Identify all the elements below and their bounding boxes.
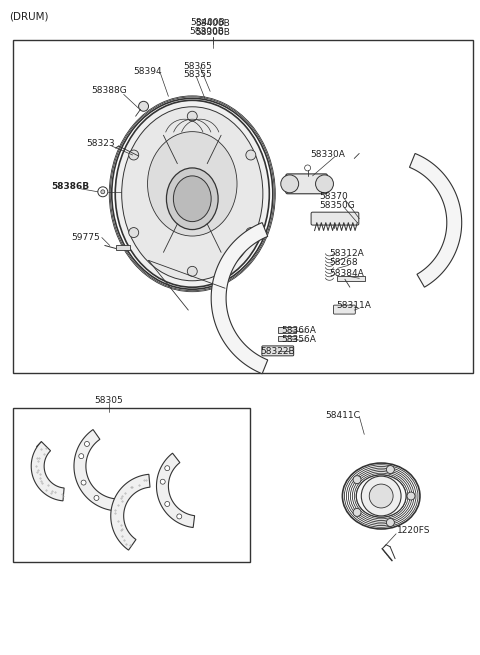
Bar [13, 40, 473, 373]
Ellipse shape [173, 176, 211, 221]
Circle shape [94, 495, 99, 500]
Circle shape [353, 508, 361, 516]
Text: 58268: 58268 [329, 259, 358, 267]
Circle shape [386, 519, 395, 527]
Polygon shape [156, 453, 194, 527]
Text: 58356A: 58356A [282, 335, 317, 344]
Circle shape [101, 190, 105, 194]
Text: 58411C: 58411C [325, 411, 360, 419]
Circle shape [81, 480, 86, 485]
Text: 58384A: 58384A [329, 269, 364, 278]
Ellipse shape [115, 100, 269, 288]
Circle shape [386, 466, 395, 474]
Circle shape [246, 150, 256, 160]
FancyBboxPatch shape [334, 305, 355, 314]
Text: 58394: 58394 [133, 67, 162, 75]
Text: 58305: 58305 [95, 396, 123, 405]
Circle shape [281, 175, 299, 193]
Text: 58312A: 58312A [329, 250, 364, 259]
Text: 58300B: 58300B [190, 27, 225, 36]
Text: 58323: 58323 [86, 139, 115, 148]
Circle shape [165, 502, 170, 506]
Circle shape [187, 111, 197, 121]
Ellipse shape [167, 168, 218, 229]
Text: 58400B: 58400B [190, 18, 225, 27]
Text: 58386B: 58386B [51, 182, 89, 191]
Bar [116, 246, 130, 250]
Circle shape [369, 484, 393, 508]
Circle shape [139, 102, 148, 111]
Text: 58322B: 58322B [260, 347, 295, 356]
Circle shape [98, 187, 108, 196]
Bar [13, 407, 250, 561]
Text: 59775: 59775 [71, 233, 100, 242]
Circle shape [79, 454, 84, 458]
Text: 58311A: 58311A [336, 301, 372, 310]
Polygon shape [211, 223, 268, 374]
Circle shape [361, 476, 401, 516]
Circle shape [407, 492, 415, 500]
Circle shape [165, 466, 170, 471]
Ellipse shape [147, 132, 237, 236]
Text: (DRUM): (DRUM) [9, 12, 49, 22]
Circle shape [129, 227, 139, 238]
Polygon shape [111, 474, 150, 550]
Bar [278, 327, 296, 333]
FancyBboxPatch shape [286, 174, 327, 194]
FancyBboxPatch shape [262, 346, 294, 356]
Circle shape [129, 150, 139, 160]
Polygon shape [74, 430, 116, 511]
Text: 58350G: 58350G [320, 200, 355, 210]
Text: 1220FS: 1220FS [397, 526, 431, 535]
Text: 58366A: 58366A [282, 326, 317, 335]
Text: 58365: 58365 [183, 62, 212, 71]
Text: 58400B: 58400B [196, 19, 230, 28]
Bar [337, 276, 365, 281]
Text: 58388G: 58388G [91, 86, 127, 96]
Text: 58370: 58370 [320, 192, 348, 201]
Circle shape [353, 476, 361, 483]
Text: 58330A: 58330A [311, 150, 346, 159]
Polygon shape [409, 153, 462, 287]
Circle shape [187, 267, 197, 276]
Text: 58355: 58355 [183, 71, 212, 79]
FancyBboxPatch shape [311, 212, 359, 225]
Circle shape [84, 441, 89, 447]
Circle shape [246, 227, 256, 238]
Polygon shape [31, 441, 64, 501]
Circle shape [177, 514, 182, 519]
Circle shape [160, 479, 165, 484]
Ellipse shape [356, 475, 406, 517]
Ellipse shape [122, 107, 263, 281]
Text: 58300B: 58300B [196, 28, 230, 37]
Circle shape [315, 175, 334, 193]
Circle shape [305, 165, 311, 171]
Bar [278, 336, 296, 341]
